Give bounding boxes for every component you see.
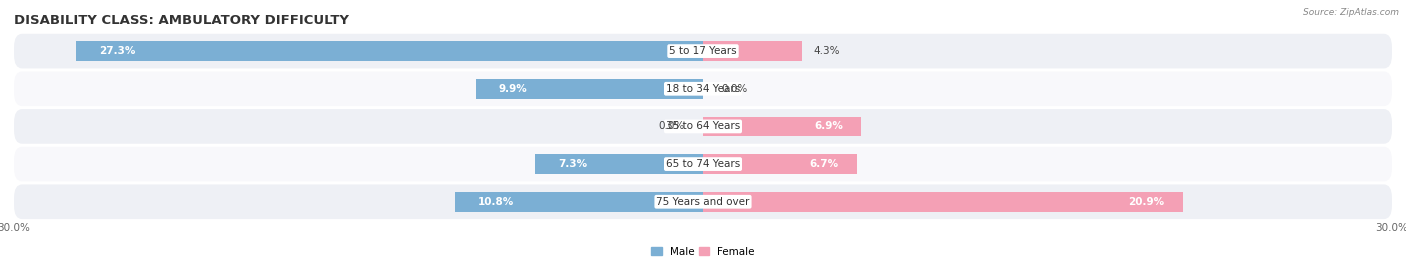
Text: 9.9%: 9.9% xyxy=(499,84,527,94)
Text: 27.3%: 27.3% xyxy=(98,46,135,56)
Text: 75 Years and over: 75 Years and over xyxy=(657,197,749,207)
Text: 7.3%: 7.3% xyxy=(558,159,588,169)
Text: 10.8%: 10.8% xyxy=(478,197,515,207)
Text: 20.9%: 20.9% xyxy=(1129,197,1164,207)
Bar xyxy=(703,41,801,61)
Text: 35 to 64 Years: 35 to 64 Years xyxy=(666,121,740,132)
Bar xyxy=(703,192,1182,211)
Text: Source: ZipAtlas.com: Source: ZipAtlas.com xyxy=(1303,8,1399,17)
Text: 6.7%: 6.7% xyxy=(810,159,838,169)
Legend: Male, Female: Male, Female xyxy=(651,247,755,257)
Bar xyxy=(456,192,703,211)
Text: 4.3%: 4.3% xyxy=(813,46,839,56)
Text: 65 to 74 Years: 65 to 74 Years xyxy=(666,159,740,169)
FancyBboxPatch shape xyxy=(14,185,1392,219)
Bar xyxy=(536,154,703,174)
Bar xyxy=(703,117,862,136)
FancyBboxPatch shape xyxy=(14,72,1392,106)
Text: 0.0%: 0.0% xyxy=(658,121,685,132)
Text: 0.0%: 0.0% xyxy=(721,84,748,94)
FancyBboxPatch shape xyxy=(14,147,1392,181)
Bar xyxy=(703,154,856,174)
Text: 5 to 17 Years: 5 to 17 Years xyxy=(669,46,737,56)
Text: DISABILITY CLASS: AMBULATORY DIFFICULTY: DISABILITY CLASS: AMBULATORY DIFFICULTY xyxy=(14,14,349,27)
Bar xyxy=(475,79,703,98)
FancyBboxPatch shape xyxy=(14,109,1392,144)
Bar xyxy=(76,41,703,61)
Text: 18 to 34 Years: 18 to 34 Years xyxy=(666,84,740,94)
Text: 6.9%: 6.9% xyxy=(814,121,844,132)
FancyBboxPatch shape xyxy=(14,34,1392,68)
